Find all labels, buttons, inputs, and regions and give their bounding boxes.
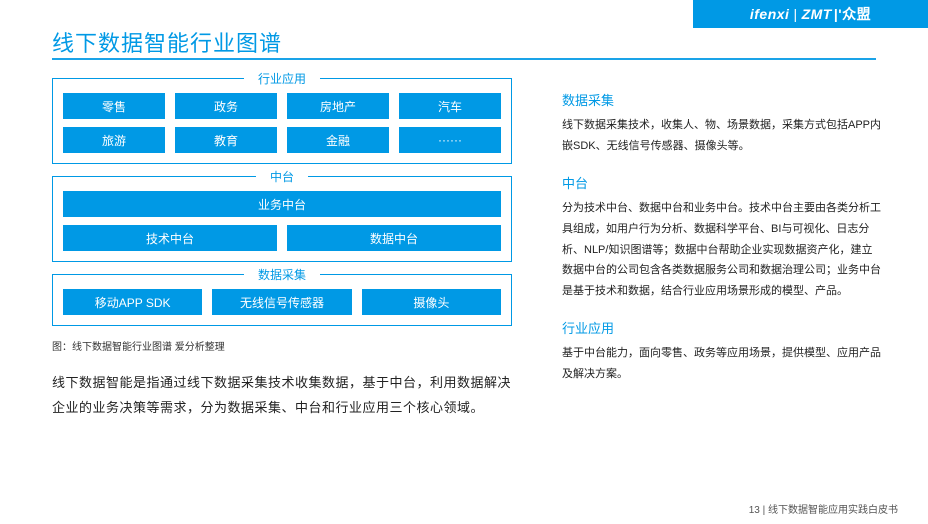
description-column: 数据采集 线下数据采集技术，收集人、物、场景数据，采集方式包括APP内嵌SDK、… xyxy=(562,90,882,401)
box-gov: 政务 xyxy=(175,93,277,119)
right-heading: 数据采集 xyxy=(562,90,882,109)
right-heading: 行业应用 xyxy=(562,318,882,337)
box-row: 旅游 教育 金融 ······ xyxy=(63,127,501,153)
right-text: 基于中台能力，面向零售、政务等应用场景，提供模型、应用产品及解决方案。 xyxy=(562,343,882,385)
diagram-section-midplatform: 中台 业务中台 技术中台 数据中台 xyxy=(52,176,512,262)
box-row: 零售 政务 房地产 汽车 xyxy=(63,93,501,119)
box-more: ······ xyxy=(399,127,501,153)
box-tech-mid: 技术中台 xyxy=(63,225,277,251)
box-data-mid: 数据中台 xyxy=(287,225,501,251)
box-auto: 汽车 xyxy=(399,93,501,119)
right-heading: 中台 xyxy=(562,173,882,192)
section-title: 中台 xyxy=(256,168,308,185)
section-title: 数据采集 xyxy=(244,266,320,283)
right-section-industry: 行业应用 基于中台能力，面向零售、政务等应用场景，提供模型、应用产品及解决方案。 xyxy=(562,318,882,385)
box-sensor: 无线信号传感器 xyxy=(212,289,351,315)
diagram-section-collect: 数据采集 移动APP SDK 无线信号传感器 摄像头 xyxy=(52,274,512,326)
page-footer: 13 | 线下数据智能应用实践白皮书 xyxy=(749,501,898,516)
section-title: 行业应用 xyxy=(244,70,320,87)
box-realestate: 房地产 xyxy=(287,93,389,119)
box-retail: 零售 xyxy=(63,93,165,119)
page-title: 线下数据智能行业图谱 xyxy=(52,26,282,58)
diagram-section-industry: 行业应用 零售 政务 房地产 汽车 旅游 教育 金融 ······ xyxy=(52,78,512,164)
diagram-column: 行业应用 零售 政务 房地产 汽车 旅游 教育 金融 ······ 中台 业务中… xyxy=(52,78,512,420)
right-text: 分为技术中台、数据中台和业务中台。技术中台主要由各类分析工具组成，如用户行为分析… xyxy=(562,198,882,302)
right-section-collect: 数据采集 线下数据采集技术，收集人、物、场景数据，采集方式包括APP内嵌SDK、… xyxy=(562,90,882,157)
brand-zmt: ZMT xyxy=(802,6,832,22)
box-travel: 旅游 xyxy=(63,127,165,153)
brand-header: ifenxi | ZMT |'众盟 xyxy=(693,0,928,28)
box-biz-mid: 业务中台 xyxy=(63,191,501,217)
left-paragraph: 线下数据智能是指通过线下数据采集技术收集数据，基于中台，利用数据解决企业的业务决… xyxy=(52,371,512,420)
diagram-caption: 图：线下数据智能行业图谱 爱分析整理 xyxy=(52,338,512,353)
box-finance: 金融 xyxy=(287,127,389,153)
box-row: 业务中台 xyxy=(63,191,501,217)
box-edu: 教育 xyxy=(175,127,277,153)
box-sdk: 移动APP SDK xyxy=(63,289,202,315)
doc-title: 线下数据智能应用实践白皮书 xyxy=(768,505,898,516)
brand-ifenxi: ifenxi xyxy=(750,6,790,22)
box-camera: 摄像头 xyxy=(362,289,501,315)
right-text: 线下数据采集技术，收集人、物、场景数据，采集方式包括APP内嵌SDK、无线信号传… xyxy=(562,115,882,157)
brand-zhongmeng: |'众盟 xyxy=(834,4,871,24)
box-row: 技术中台 数据中台 xyxy=(63,225,501,251)
right-section-mid: 中台 分为技术中台、数据中台和业务中台。技术中台主要由各类分析工具组成，如用户行… xyxy=(562,173,882,302)
separator-icon: | xyxy=(793,6,797,22)
box-row: 移动APP SDK 无线信号传感器 摄像头 xyxy=(63,289,501,315)
title-underline xyxy=(52,58,876,60)
page-number: 13 xyxy=(749,505,760,516)
